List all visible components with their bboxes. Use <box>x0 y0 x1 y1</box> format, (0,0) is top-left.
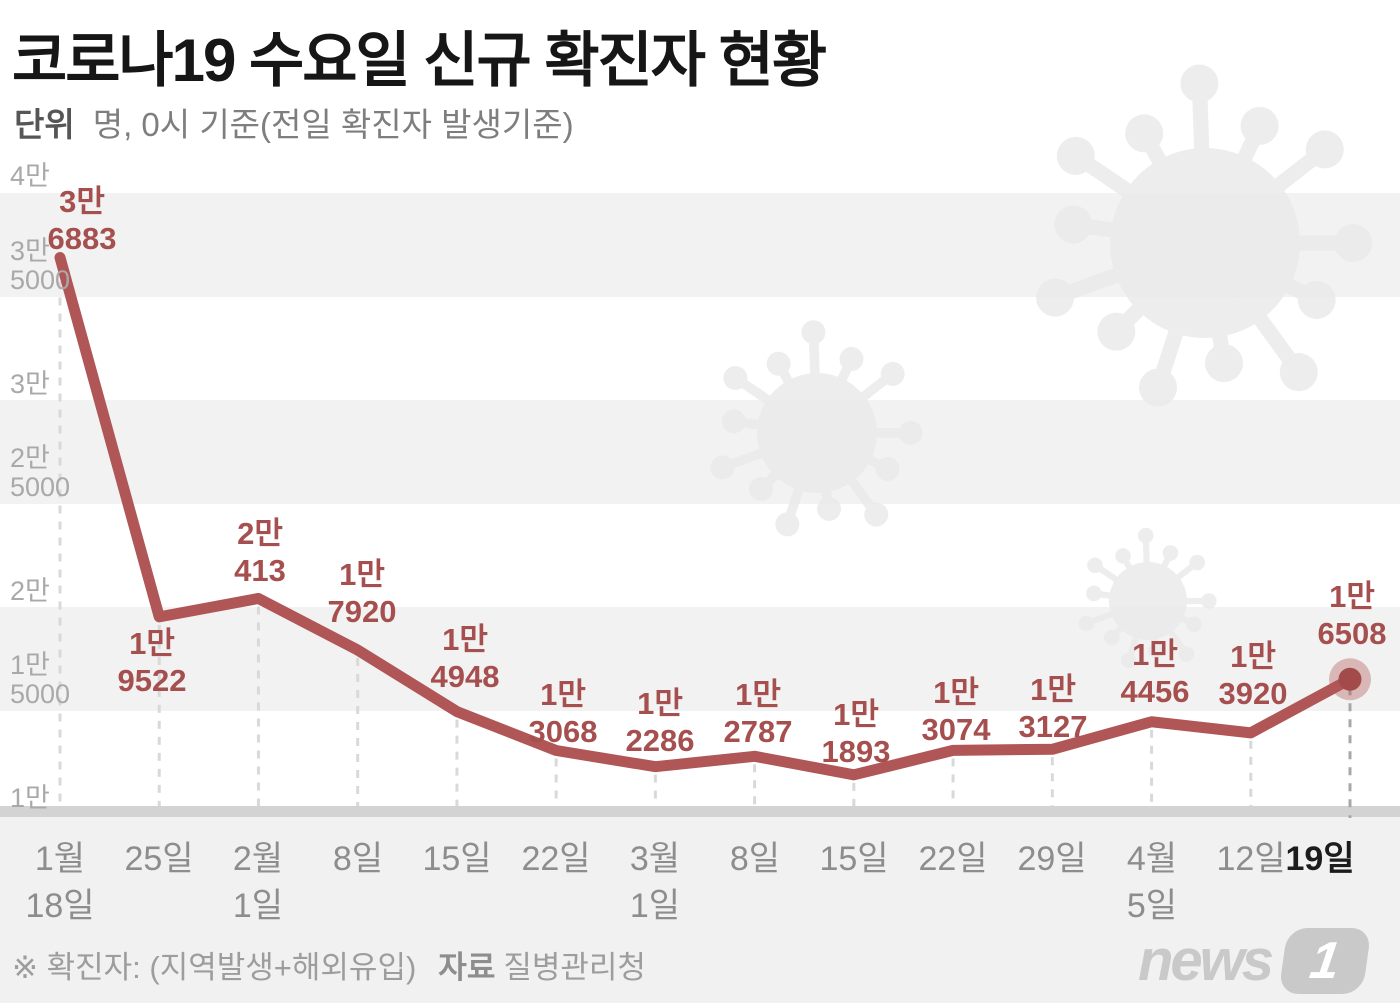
y-tick-15000: 1만 5000 <box>10 650 71 709</box>
y-tick-20000: 2만 <box>10 576 50 606</box>
y-tick-10000: 1만 <box>10 783 50 813</box>
x-tick-mar22: 22일 <box>918 840 988 878</box>
x-tick-apr19: 19일 <box>1285 840 1355 878</box>
value-label-13074: 1만 3074 <box>921 675 991 747</box>
value-label-11893: 1만 1893 <box>821 697 891 769</box>
footnote: ※ 확진자: (지역발생+해외유입) 자료 질병관리청 <box>12 942 646 987</box>
source-name: 질병관리청 <box>503 950 646 985</box>
page-title: 코로나19 수요일 신규 확진자 현황 <box>12 27 827 94</box>
value-label-12787: 1만 2787 <box>723 677 793 749</box>
value-label-19522: 1만 9522 <box>117 626 187 698</box>
value-label-13920: 1만 3920 <box>1218 639 1288 711</box>
axis-label-area <box>0 817 1400 1003</box>
value-label-13127: 1만 3127 <box>1018 672 1088 744</box>
x-tick-feb15: 15일 <box>422 840 492 878</box>
unit-text: 명, 0시 기준(전일 확진자 발생기준) <box>92 106 574 143</box>
y-tick-30000: 3만 <box>10 369 50 399</box>
value-label-16508: 1만 6508 <box>1317 579 1387 651</box>
y-tick-25000: 2만 5000 <box>10 443 71 502</box>
value-label-12286: 1만 2286 <box>625 686 695 758</box>
news1-logo: news 1 <box>1138 928 1372 994</box>
x-tick-mar1: 3월 1일 <box>629 840 681 925</box>
value-label-20413: 2만 413 <box>234 516 286 588</box>
source-label: 자료 <box>438 950 496 985</box>
y-tick-40000: 4만 <box>10 161 50 191</box>
x-tick-mar15: 15일 <box>819 840 889 878</box>
band-30k-25k <box>0 400 1400 504</box>
x-tick-apr5: 4월 5일 <box>1126 840 1178 925</box>
x-tick-jan18: 1월 18일 <box>25 840 95 925</box>
unit-note: 단위 명, 0시 기준(전일 확진자 발생기준) <box>14 98 574 146</box>
news1-logo-text: news <box>1138 928 1274 993</box>
x-tick-mar8: 8일 <box>729 840 781 878</box>
x-axis-bar <box>0 806 1400 817</box>
value-label-13068: 1만 3068 <box>528 677 598 749</box>
news1-logo-badge: 1 <box>1278 928 1372 994</box>
x-tick-jan25: 25일 <box>124 840 194 878</box>
value-label-14948: 1만 4948 <box>430 622 500 694</box>
footnote-note: ※ 확진자: (지역발생+해외유입) <box>12 950 417 985</box>
value-label-36883: 3만 6883 <box>47 184 117 256</box>
x-tick-apr12: 12일 <box>1216 840 1286 878</box>
y-tick-35000: 3만 5000 <box>10 236 71 295</box>
x-tick-feb1: 2월 1일 <box>232 840 284 925</box>
x-tick-feb22: 22일 <box>521 840 591 878</box>
value-label-14456: 1만 4456 <box>1120 637 1190 709</box>
unit-label: 단위 <box>14 106 75 143</box>
x-tick-mar29: 29일 <box>1017 840 1087 878</box>
x-tick-feb8: 8일 <box>332 840 384 878</box>
value-label-17920: 1만 7920 <box>327 557 397 629</box>
